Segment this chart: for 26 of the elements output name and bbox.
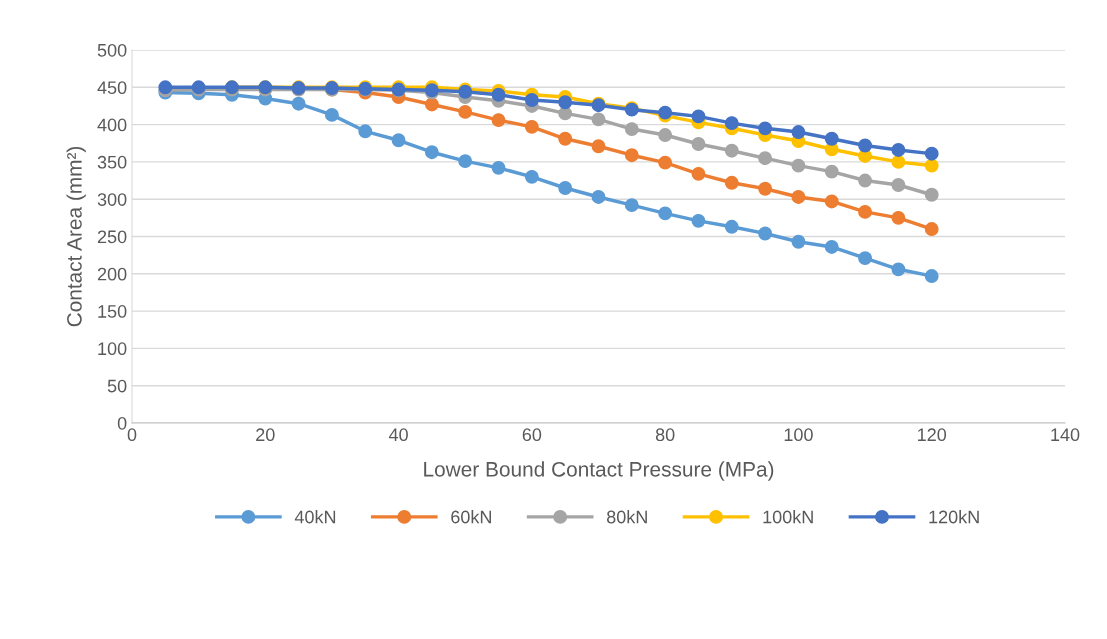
x-tick-label: 140	[1051, 428, 1080, 442]
x-tick-label: 100	[784, 428, 813, 442]
x-tick-label: 120	[918, 428, 947, 442]
y-tick-label: 100	[98, 342, 127, 356]
y-tick-label: 50	[107, 379, 127, 393]
y-tick-label: 300	[97, 193, 127, 206]
x-tick-label: 20	[256, 428, 275, 442]
x-tick-label: 60	[522, 428, 542, 442]
y-tick-label: 400	[97, 118, 127, 132]
y-tick-label: 450	[97, 81, 127, 95]
legend-label: 100kN	[763, 510, 813, 524]
legend-label: 120kN	[929, 510, 979, 524]
x-tick-label: 0	[127, 428, 137, 442]
y-tick-label: 0	[117, 416, 127, 430]
legend-label: 80kN	[606, 510, 647, 524]
x-axis-title: Lower Bound Contact Pressure (MPa)	[424, 461, 774, 481]
legend-label: 60kN	[451, 510, 491, 524]
y-tick-label: 150	[98, 305, 127, 318]
legend-label: 40kN	[294, 510, 336, 524]
y-tick-label: 200	[97, 267, 127, 281]
y-tick-label: 250	[97, 230, 127, 244]
y-tick-label: 350	[97, 155, 127, 169]
x-tick-label: 40	[388, 428, 408, 442]
y-tick-label: 500	[97, 43, 127, 57]
x-tick-label: 80	[655, 428, 675, 442]
y-axis-title: Contact Area (mm²)	[66, 146, 86, 327]
